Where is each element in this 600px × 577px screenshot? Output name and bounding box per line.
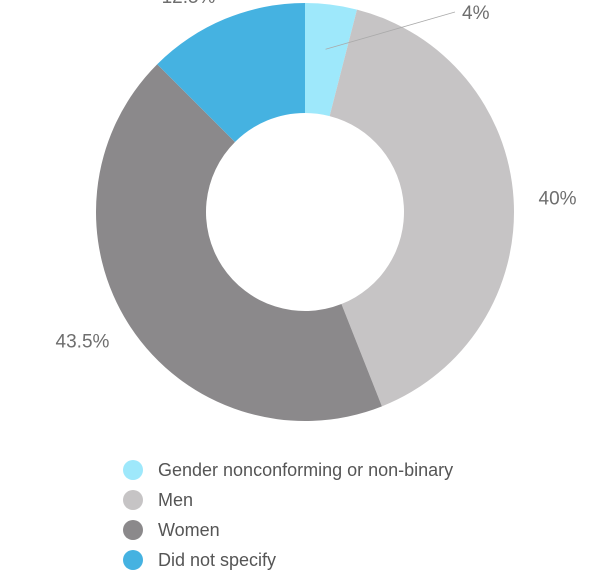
legend-item-did-not-specify: Did not specify	[123, 545, 453, 575]
legend-swatch	[123, 460, 143, 480]
legend-label: Women	[158, 519, 220, 540]
chart-legend: Gender nonconforming or non-binary Men W…	[123, 455, 453, 575]
slice-women	[96, 64, 382, 421]
slice-men	[329, 9, 514, 407]
slice-did-not-specify	[157, 3, 305, 142]
data-label-did-not-specify: 12.5%	[162, 0, 216, 8]
legend-label: Men	[158, 489, 194, 510]
legend-swatch	[123, 550, 143, 570]
legend-item-women: Women	[123, 515, 453, 545]
legend-label: Did not specify	[158, 549, 277, 570]
slice-gender-nonconforming-or-non-binary	[305, 3, 357, 117]
data-label-men: 40%	[539, 188, 577, 209]
data-label-gender-nonconforming-or-non-binary: 4%	[462, 3, 490, 24]
donut-chart: 4% 40% 43.5% 12.5%	[56, 0, 577, 421]
data-labels: 4% 40% 43.5% 12.5%	[56, 0, 577, 352]
legend-swatch	[123, 490, 143, 510]
legend-item-gender-nonconforming: Gender nonconforming or non-binary	[123, 455, 453, 485]
legend-label: Gender nonconforming or non-binary	[158, 459, 454, 480]
donut-slices	[96, 3, 514, 421]
legend-item-men: Men	[123, 485, 453, 515]
legend-swatch	[123, 520, 143, 540]
data-label-women: 43.5%	[56, 331, 110, 352]
leader-line	[325, 11, 456, 50]
